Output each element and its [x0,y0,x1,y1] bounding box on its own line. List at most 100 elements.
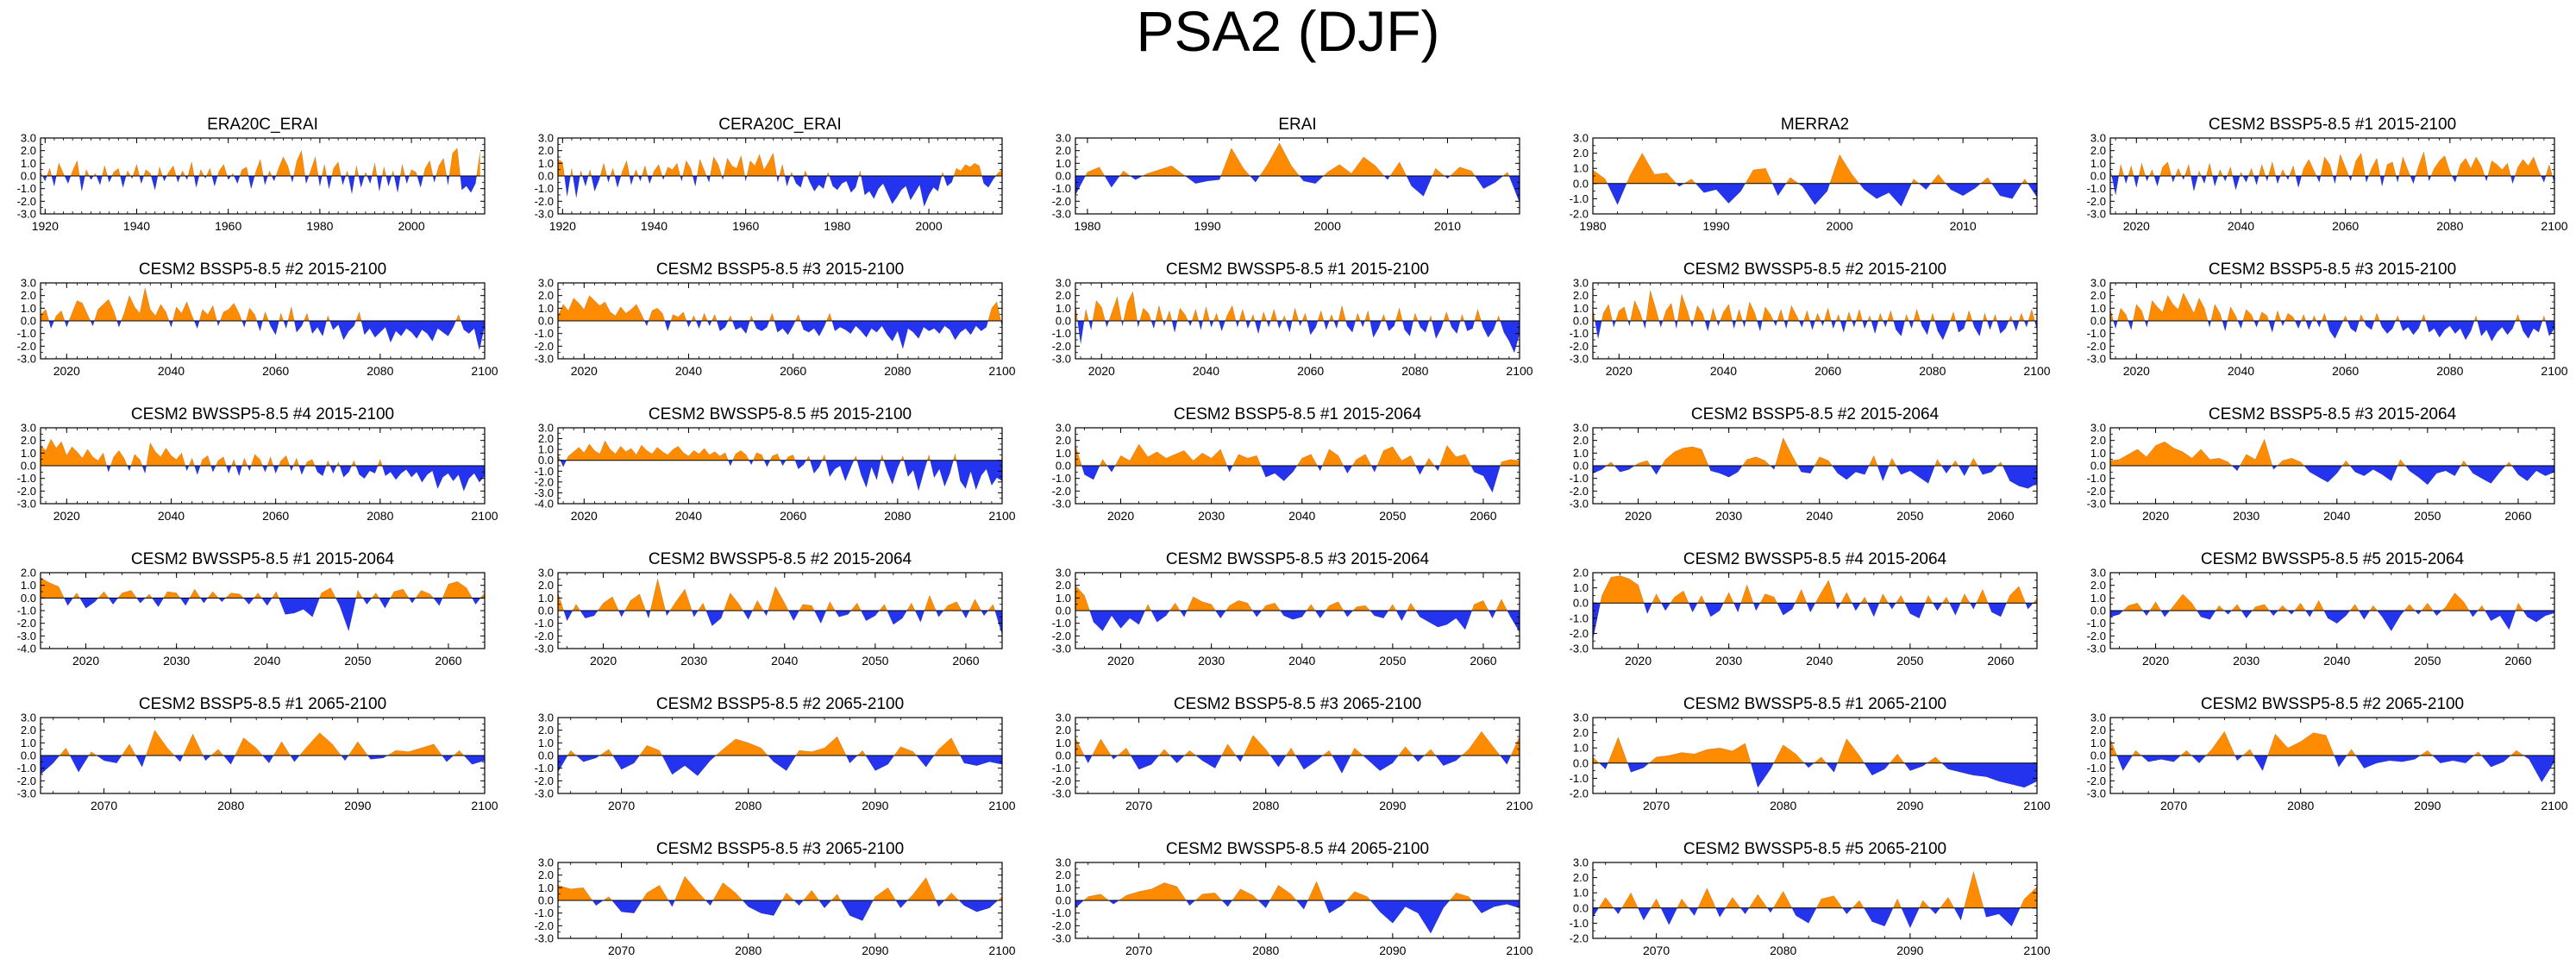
y-tick-label: 3.0 [538,567,554,580]
negative-area [79,176,85,191]
positive-area [831,894,841,900]
positive-area [1142,166,1186,176]
y-tick-label: 3.0 [1573,856,1589,869]
negative-area [1198,321,1203,330]
positive-area [795,314,801,321]
negative-area [1642,321,1646,329]
negative-area [611,900,642,913]
chart-panel: CESM2 BWSSP5-8.5 #5 2015-2100 3.02.01.00.… [535,405,1016,523]
positive-area [476,152,480,176]
positive-area [2206,731,2235,756]
negative-area [788,611,799,621]
positive-area [1993,314,1997,321]
positive-area [1661,447,1709,466]
negative-area [563,611,573,621]
y-tick-label: 1.0 [21,579,36,592]
negative-area [1958,466,1970,476]
y-tick-label: 3.0 [21,132,36,145]
negative-area [2201,176,2207,184]
negative-area [433,176,436,183]
positive-area [1720,304,1733,321]
positive-area [1615,306,1628,321]
chart-panel: CESM2 BWSSP5-8.5 #3 2015-2064 3.02.01.00.… [1052,550,1520,668]
negative-area [1929,907,1940,914]
series-line [40,147,480,194]
negative-area [2348,176,2353,181]
positive-area [2397,459,2406,466]
positive-area [110,450,128,466]
negative-area [668,900,675,907]
negative-area [753,321,770,331]
negative-area [956,460,1002,490]
negative-area [2153,176,2160,186]
positive-area [1976,589,1989,604]
negative-area [1955,321,1966,333]
positive-area [786,455,795,461]
positive-area [2231,604,2241,611]
y-tick-label: 0.0 [2090,460,2106,473]
panel-title: CESM2 BWSSP5-8.5 #2 2015-2064 [649,550,912,568]
negative-area [1500,756,1511,765]
x-tick-label: 2060 [1987,654,2014,668]
positive-area [610,168,615,176]
x-tick-label: 2060 [2504,654,2531,668]
positive-area [782,893,794,900]
negative-area [661,176,665,180]
negative-area [1677,183,1684,187]
negative-area [1733,603,1741,612]
negative-area [573,176,580,198]
positive-area [2149,169,2154,176]
negative-area [1804,762,1814,768]
series-line [1592,437,2038,489]
negative-area [298,466,306,475]
negative-area [273,466,279,473]
plot-frame [1592,572,2038,649]
positive-area [998,896,1002,900]
chart-panel: CESM2 BWSSP5-8.5 #1 2015-2064 2.01.00.0-1… [17,550,486,668]
y-tick-label: -3.0 [1052,208,1071,221]
positive-area [1645,290,1659,321]
negative-area [2280,321,2285,326]
negative-area [2410,176,2416,184]
positive-area [642,166,648,176]
negative-area [2212,176,2218,186]
negative-area [315,466,327,476]
positive-area [728,316,733,321]
y-tick-label: 1.0 [2090,302,2106,315]
negative-area [1661,603,1670,611]
negative-area [612,756,640,770]
negative-area [2523,756,2554,782]
positive-area [1950,311,1956,321]
y-tick-label: -3.0 [535,486,554,499]
positive-area [71,160,80,176]
y-tick-label: -1.0 [1052,472,1071,485]
negative-area [2191,176,2198,191]
y-tick-label: -3.0 [1052,353,1071,366]
negative-area [2316,321,2322,328]
positive-area [262,311,269,321]
negative-area [1996,321,2009,334]
positive-area [1887,310,1894,321]
y-tick-label: -1.0 [2087,327,2106,340]
negative-area [1105,321,1109,328]
x-tick-label: 2070 [608,799,635,812]
negative-area [355,466,379,479]
x-tick-label: 1980 [306,219,333,233]
negative-area [272,176,276,181]
negative-area [2379,176,2385,186]
chart-panel: CESM2 BWSSP5-8.5 #4 2015-2064 2.01.0 0.0-1… [1570,550,2038,668]
panel-title: CESM2 BSSP5-8.5 #1 2015-2100 [2209,116,2456,134]
chart-panel: CESM2 BWSSP5-8.5 #4 2015-2100 3.02.01.00.… [17,405,498,523]
negative-area [1797,466,1815,473]
negative-area [42,176,47,181]
negative-area [768,756,796,771]
negative-area [304,176,310,184]
y-tick-label: 0.0 [1573,901,1589,914]
negative-area [1385,321,1396,331]
positive-area [273,741,291,756]
positive-area [558,295,645,321]
positive-area [1601,304,1613,321]
y-tick-label: 3.0 [538,422,554,435]
negative-area [1920,321,1931,335]
